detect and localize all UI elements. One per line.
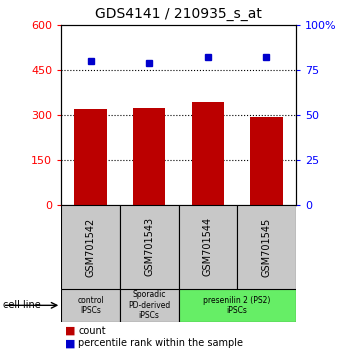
Text: control
IPSCs: control IPSCs bbox=[77, 296, 104, 315]
Text: cell line: cell line bbox=[3, 300, 41, 310]
Text: presenilin 2 (PS2)
iPSCs: presenilin 2 (PS2) iPSCs bbox=[203, 296, 271, 315]
Text: ■: ■ bbox=[65, 338, 75, 348]
Text: GSM701545: GSM701545 bbox=[261, 217, 271, 276]
Bar bbox=[192, 102, 224, 205]
Bar bbox=[178, 289, 296, 322]
Text: Sporadic
PD-derived
iPSCs: Sporadic PD-derived iPSCs bbox=[128, 290, 170, 320]
Bar bbox=[178, 205, 237, 289]
Text: GSM701542: GSM701542 bbox=[86, 217, 96, 276]
Text: count: count bbox=[78, 326, 106, 336]
Bar bbox=[74, 109, 107, 205]
Bar bbox=[61, 205, 120, 289]
Text: percentile rank within the sample: percentile rank within the sample bbox=[78, 338, 243, 348]
Bar bbox=[133, 108, 165, 205]
Text: GSM701543: GSM701543 bbox=[144, 217, 154, 276]
Title: GDS4141 / 210935_s_at: GDS4141 / 210935_s_at bbox=[95, 7, 262, 21]
Text: ■: ■ bbox=[65, 326, 75, 336]
Bar bbox=[61, 289, 120, 322]
Bar bbox=[237, 205, 296, 289]
Bar bbox=[250, 118, 283, 205]
Bar bbox=[120, 289, 178, 322]
Text: GSM701544: GSM701544 bbox=[203, 217, 213, 276]
Bar bbox=[120, 205, 178, 289]
